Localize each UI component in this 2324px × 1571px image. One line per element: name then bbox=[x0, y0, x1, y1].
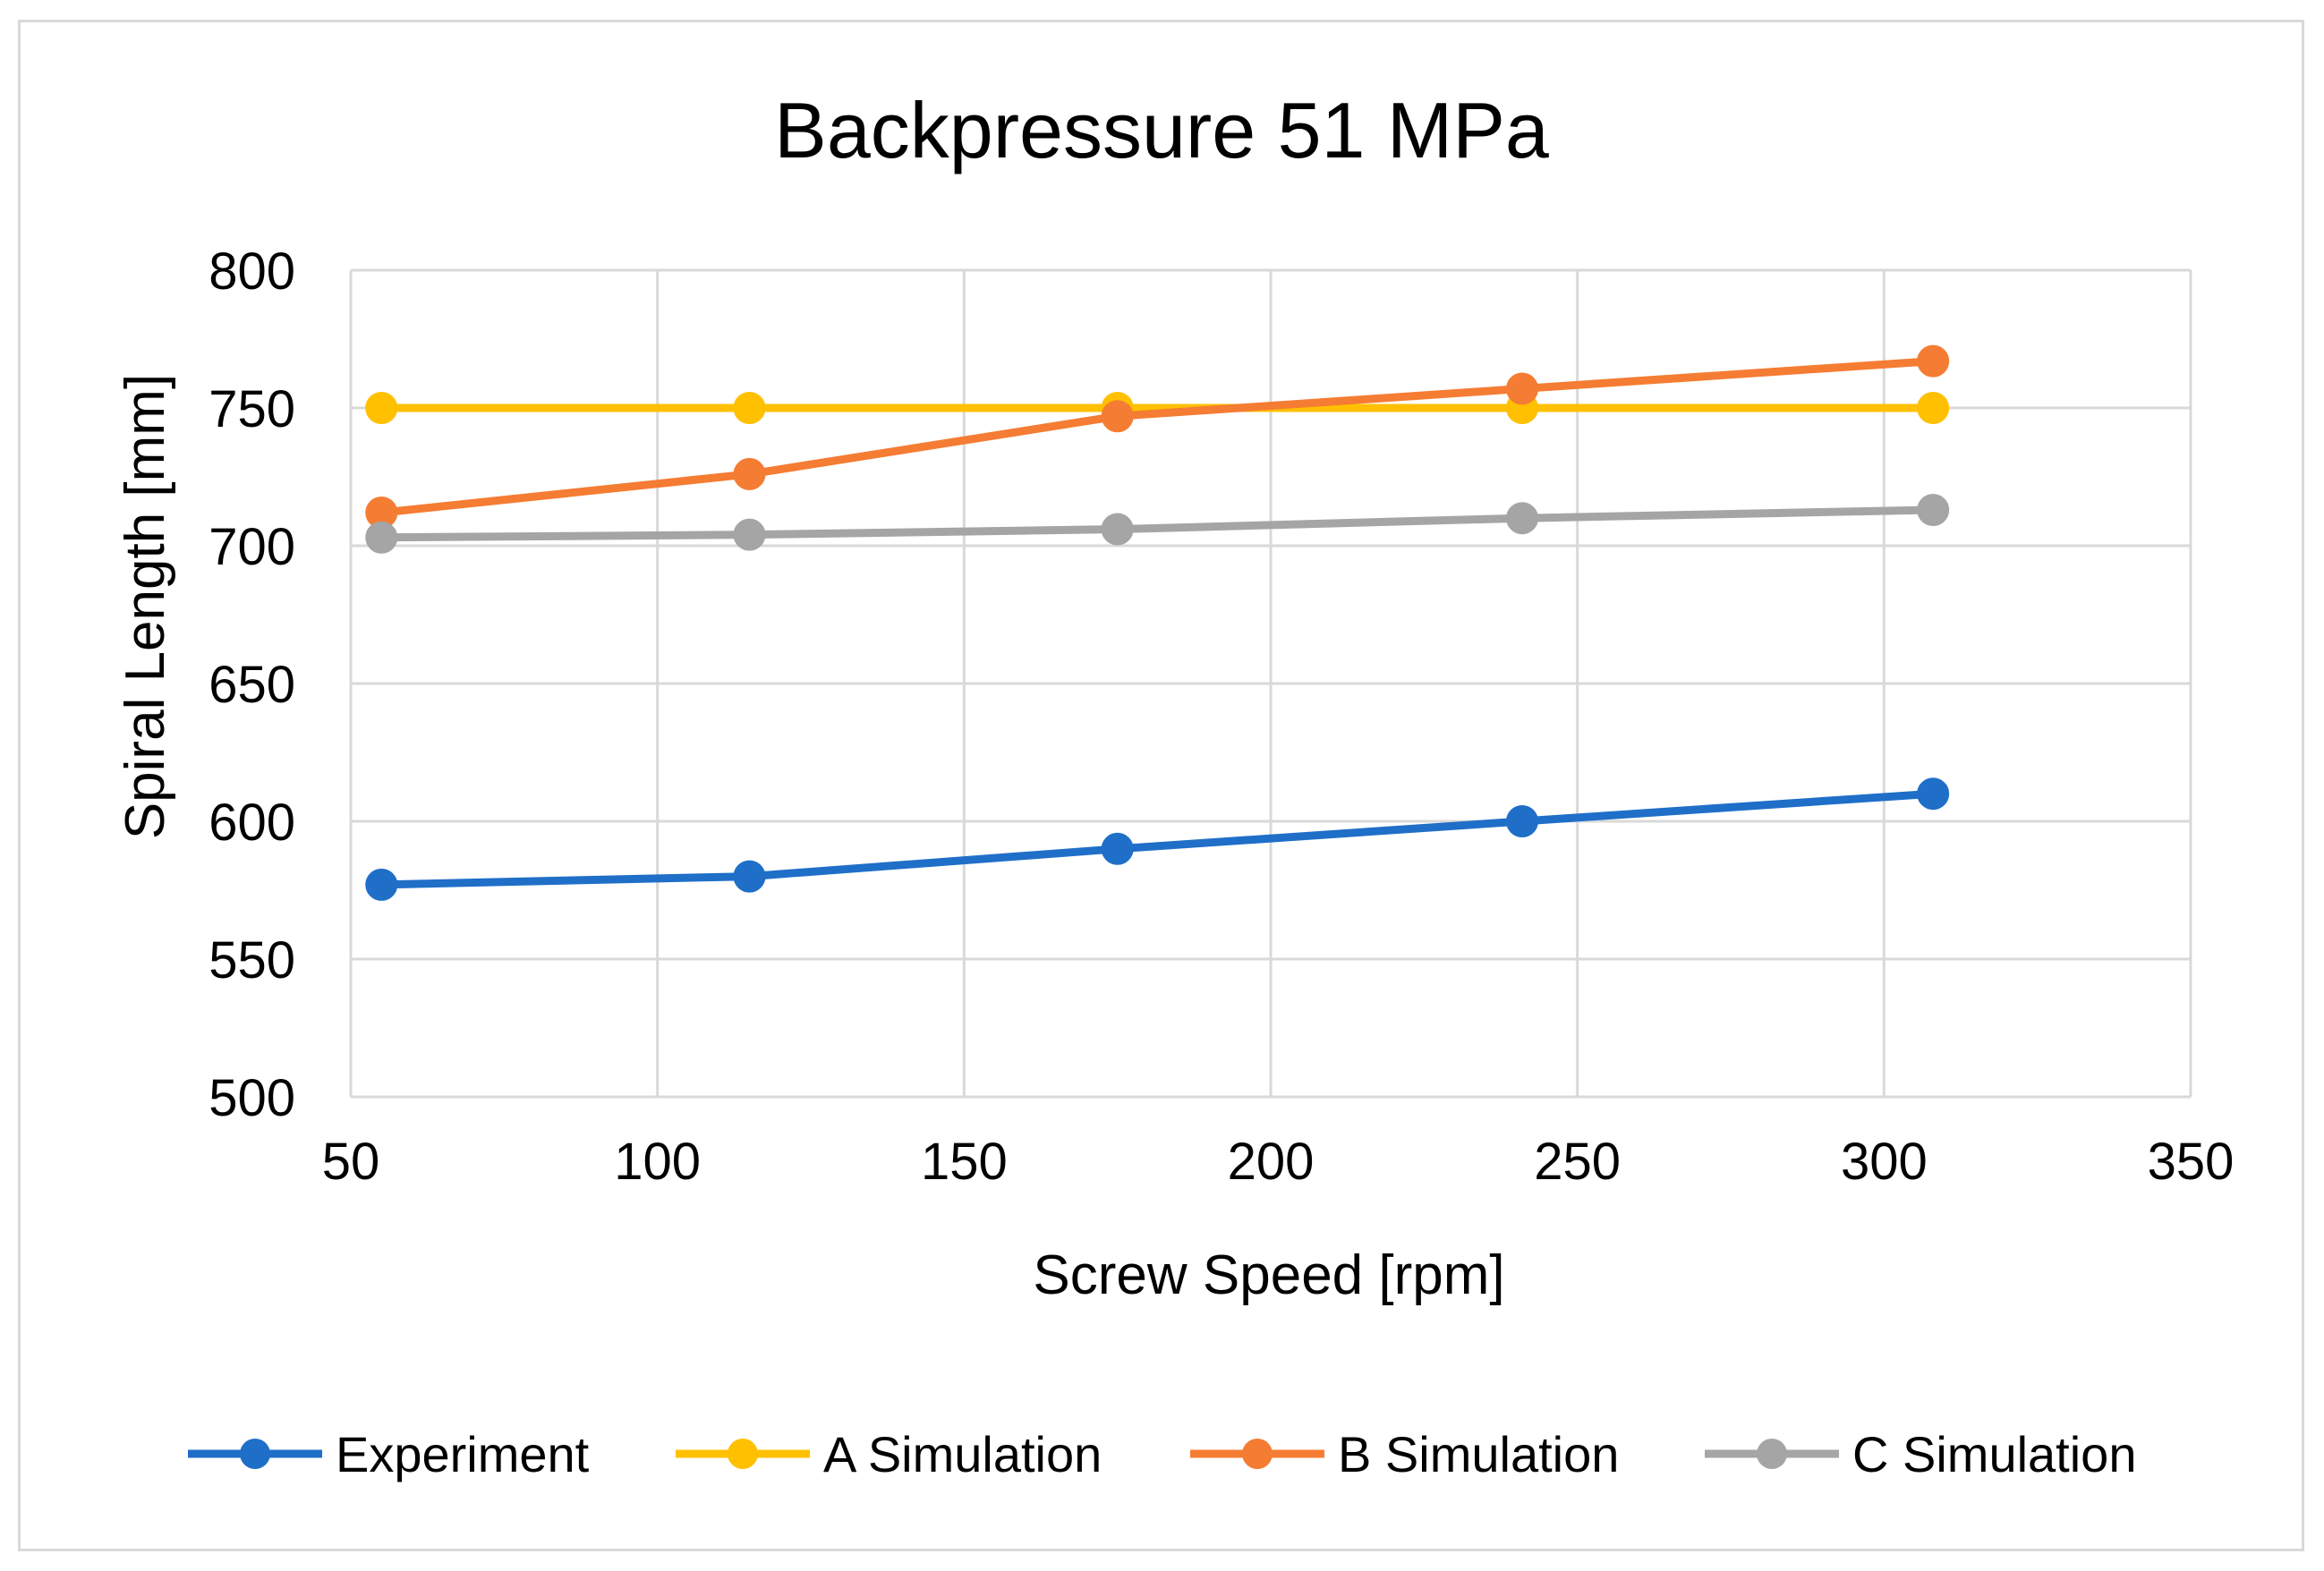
series-b-simulation bbox=[365, 344, 1950, 530]
legend-label: C Simulation bbox=[1852, 1426, 2136, 1482]
grid bbox=[349, 268, 2192, 1099]
data-point bbox=[1505, 805, 1538, 837]
legend-item: A Simulation bbox=[676, 1426, 1102, 1482]
series-experiment bbox=[365, 777, 1950, 901]
legend-marker bbox=[728, 1439, 758, 1469]
legend-marker bbox=[1757, 1439, 1787, 1469]
legend-marker bbox=[240, 1439, 270, 1469]
data-point bbox=[1101, 513, 1134, 546]
y-tick-label: 650 bbox=[209, 656, 295, 714]
data-point bbox=[733, 518, 766, 551]
y-tick-label: 500 bbox=[209, 1069, 295, 1127]
tick-labels: 500 550 600 650 700 750 800 50 100 150 200 250 300 35… bbox=[209, 242, 2234, 1191]
data-point bbox=[1101, 400, 1134, 433]
legend-item: C Simulation bbox=[1705, 1426, 2136, 1482]
y-tick-label: 550 bbox=[209, 931, 295, 989]
legend-label: A Simulation bbox=[823, 1426, 1102, 1482]
x-axis-label: Screw Speed [rpm] bbox=[1033, 1244, 1504, 1306]
series-a-simulation bbox=[365, 392, 1950, 424]
legend: Experiment A Simulation B Simulation C Simu… bbox=[188, 1426, 2136, 1482]
data-point bbox=[733, 457, 766, 490]
data-point bbox=[365, 392, 398, 424]
data-point bbox=[365, 521, 398, 554]
series-line bbox=[377, 789, 1937, 889]
series-group bbox=[365, 344, 1950, 901]
data-point bbox=[1505, 502, 1538, 535]
data-point bbox=[733, 392, 766, 424]
x-tick-label: 50 bbox=[322, 1133, 380, 1191]
data-point bbox=[1917, 344, 1950, 378]
legend-label: B Simulation bbox=[1338, 1426, 1619, 1482]
y-axis-label: Spiral Length [mm] bbox=[115, 374, 176, 839]
series-c-simulation bbox=[365, 493, 1950, 554]
series-line bbox=[377, 505, 1937, 542]
x-tick-label: 100 bbox=[614, 1133, 701, 1191]
data-point bbox=[1917, 777, 1950, 811]
x-tick-label: 350 bbox=[2148, 1133, 2235, 1191]
series-line bbox=[377, 357, 1937, 517]
legend-marker bbox=[1242, 1439, 1273, 1469]
x-tick-label: 300 bbox=[1841, 1133, 1928, 1191]
data-point bbox=[1917, 493, 1950, 526]
y-tick-label: 700 bbox=[209, 518, 295, 576]
x-tick-label: 250 bbox=[1534, 1133, 1621, 1191]
data-point bbox=[733, 860, 766, 893]
x-tick-label: 150 bbox=[921, 1133, 1008, 1191]
y-tick-label: 600 bbox=[209, 794, 295, 852]
y-tick-label: 750 bbox=[209, 380, 295, 438]
legend-label: Experiment bbox=[336, 1426, 590, 1482]
legend-item: Experiment bbox=[188, 1426, 590, 1482]
data-point bbox=[1101, 832, 1134, 865]
chart-title: Backpressure 51 MPa bbox=[774, 86, 1549, 174]
x-tick-label: 200 bbox=[1228, 1133, 1315, 1191]
data-point bbox=[1505, 372, 1538, 405]
data-point bbox=[365, 868, 398, 901]
data-point bbox=[1917, 392, 1950, 424]
legend-item: B Simulation bbox=[1190, 1426, 1619, 1482]
y-tick-label: 800 bbox=[209, 242, 295, 301]
